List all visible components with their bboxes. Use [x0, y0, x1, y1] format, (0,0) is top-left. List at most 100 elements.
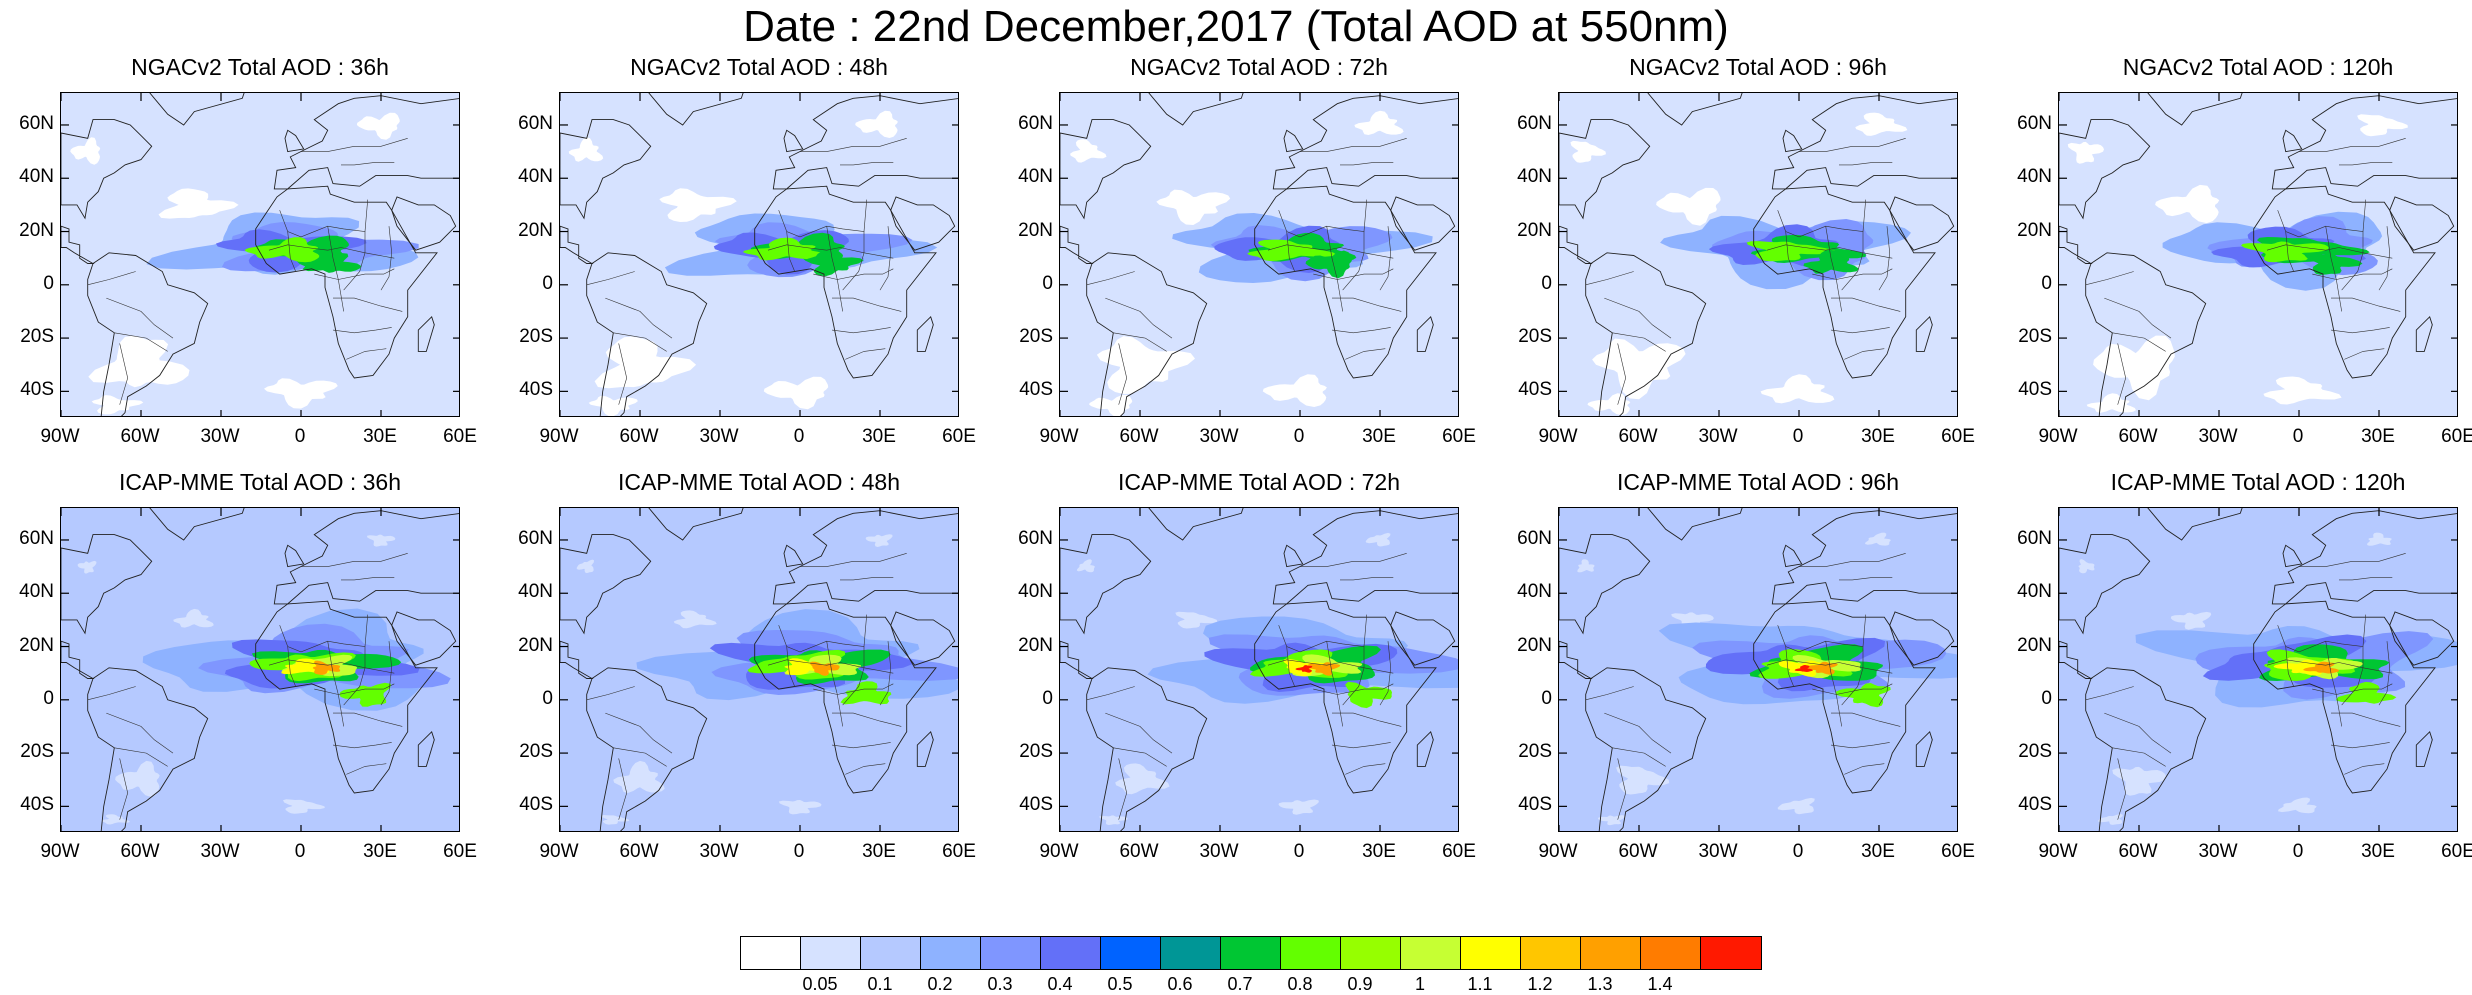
country-border — [380, 226, 393, 291]
country-border — [106, 297, 174, 339]
y-tick-label: 40N — [1018, 581, 1053, 603]
country-border — [87, 686, 136, 701]
country-border — [879, 641, 892, 706]
low-aod-contour — [2155, 184, 2220, 224]
map-frame — [2058, 507, 2458, 832]
country-border — [845, 348, 886, 360]
low-aod-contour — [576, 559, 594, 574]
low-aod-contour — [2112, 766, 2167, 796]
aod-contour-secondary — [339, 682, 391, 707]
map-panel: ICAP-MME Total AOD : 48h 60N 40N 20N 0 20S 40S… — [518, 469, 976, 862]
y-tick-label: 20S — [1518, 326, 1552, 348]
country-border — [831, 327, 891, 334]
aod-map — [1060, 508, 1458, 831]
country-border — [2312, 683, 2393, 695]
low-aod-contour — [1156, 189, 1231, 225]
y-tick-label: 0 — [542, 272, 553, 294]
coastline-madagascar — [1915, 730, 1933, 767]
country-border — [618, 758, 628, 820]
country-border — [114, 747, 168, 767]
country-border — [1785, 646, 1794, 687]
country-border — [2341, 646, 2364, 706]
low-aod-contour — [1577, 559, 1595, 573]
country-border — [1839, 577, 1893, 581]
coastline-north-america — [1060, 119, 1152, 220]
country-border — [1313, 268, 1394, 280]
panel-title: ICAP-MME Total AOD : 36h — [118, 469, 402, 495]
y-tick-label: 60N — [19, 112, 54, 134]
map-panel: NGACv2 Total AOD : 36h 60N 40N 20N 0 20S 40S 90… — [19, 54, 477, 447]
coastline-central-america — [61, 640, 95, 679]
aod-contour-secondary — [2304, 253, 2363, 275]
x-tick-label: 90W — [2038, 841, 2078, 862]
x-tick-label: 30W — [2198, 426, 2238, 447]
low-aod-contour — [763, 376, 829, 410]
country-border — [1300, 553, 1407, 567]
y-tick-label: 20S — [20, 326, 54, 348]
low-aod-contour — [1354, 110, 1404, 135]
country-border — [1086, 271, 1135, 286]
low-aod-contour — [283, 799, 325, 814]
coastline-europe — [2271, 510, 2457, 605]
country-border — [1113, 332, 1167, 352]
aod-contour-level-9 — [743, 237, 829, 261]
y-tick-label: 0 — [43, 272, 54, 294]
x-tick-label: 30E — [1362, 841, 1396, 862]
colorbar-label: 1.3 — [1587, 974, 1613, 994]
colorbar-swatch — [1521, 937, 1581, 969]
country-border — [1585, 686, 1634, 701]
map-panel: ICAP-MME Total AOD : 36h 60N 40N 20N 0 20S 40S… — [19, 469, 477, 862]
low-aod-contour — [366, 534, 396, 547]
colorbar-label: 1 — [1414, 974, 1426, 994]
country-border — [826, 641, 843, 727]
aod-contour-level-16 — [1794, 665, 1813, 672]
country-border — [119, 758, 129, 820]
map-panel: NGACv2 Total AOD : 72h 60N 40N 20N 0 20S 40S 90… — [1018, 54, 1476, 447]
colorbar-swatch — [1581, 937, 1641, 969]
figure-title: Date : 22nd December,2017 (Total AOD at … — [743, 2, 1729, 51]
y-tick-label: 0 — [1042, 687, 1053, 709]
country-border — [2104, 297, 2172, 339]
x-tick-label: 60W — [1119, 841, 1159, 862]
country-border — [287, 231, 296, 272]
country-border — [333, 712, 403, 727]
coastline-arabia — [1390, 196, 1456, 251]
map-panel: ICAP-MME Total AOD : 72h 60N 40N 20N 0 20S 40S… — [1018, 469, 1476, 862]
colorbar-label: 0.3 — [987, 974, 1013, 994]
country-border — [1604, 712, 1672, 754]
low-aod-contour — [1592, 338, 1686, 400]
country-border — [1585, 271, 1634, 286]
y-tick-label: 20S — [20, 741, 54, 763]
coastline-europe — [2271, 95, 2457, 190]
y-tick-label: 60N — [1517, 527, 1552, 549]
y-tick-label: 0 — [43, 687, 54, 709]
y-tick-label: 40S — [2018, 379, 2052, 401]
aod-contour-level-16 — [1295, 665, 1313, 673]
colorbar-swatch — [1701, 937, 1761, 969]
colorbar-swatch — [1281, 937, 1341, 969]
country-border — [1812, 268, 1893, 280]
coastline-britain — [1283, 544, 1304, 568]
y-tick-label: 20N — [518, 219, 553, 241]
x-tick-label: 60W — [619, 426, 659, 447]
country-border — [1105, 712, 1173, 754]
country-border — [840, 577, 894, 581]
map-frame — [60, 507, 460, 832]
country-border — [2285, 646, 2294, 687]
low-aod-contour — [1570, 140, 1606, 163]
panel-title: NGACv2 Total AOD : 72h — [1130, 54, 1388, 80]
coastline-africa — [255, 185, 438, 379]
country-border — [2325, 641, 2342, 727]
country-border — [314, 683, 395, 695]
country-border — [831, 742, 891, 749]
country-border — [2330, 742, 2390, 749]
y-tick-label: 40S — [2018, 794, 2052, 816]
coastline-africa — [754, 185, 937, 379]
x-tick-label: 60E — [2441, 841, 2472, 862]
colorbar-label: 0.9 — [1347, 974, 1373, 994]
country-border — [613, 747, 667, 767]
x-tick-label: 60E — [1442, 841, 1476, 862]
coastline-africa — [2253, 185, 2436, 379]
coastline-europe — [273, 510, 459, 605]
country-border — [813, 683, 894, 695]
